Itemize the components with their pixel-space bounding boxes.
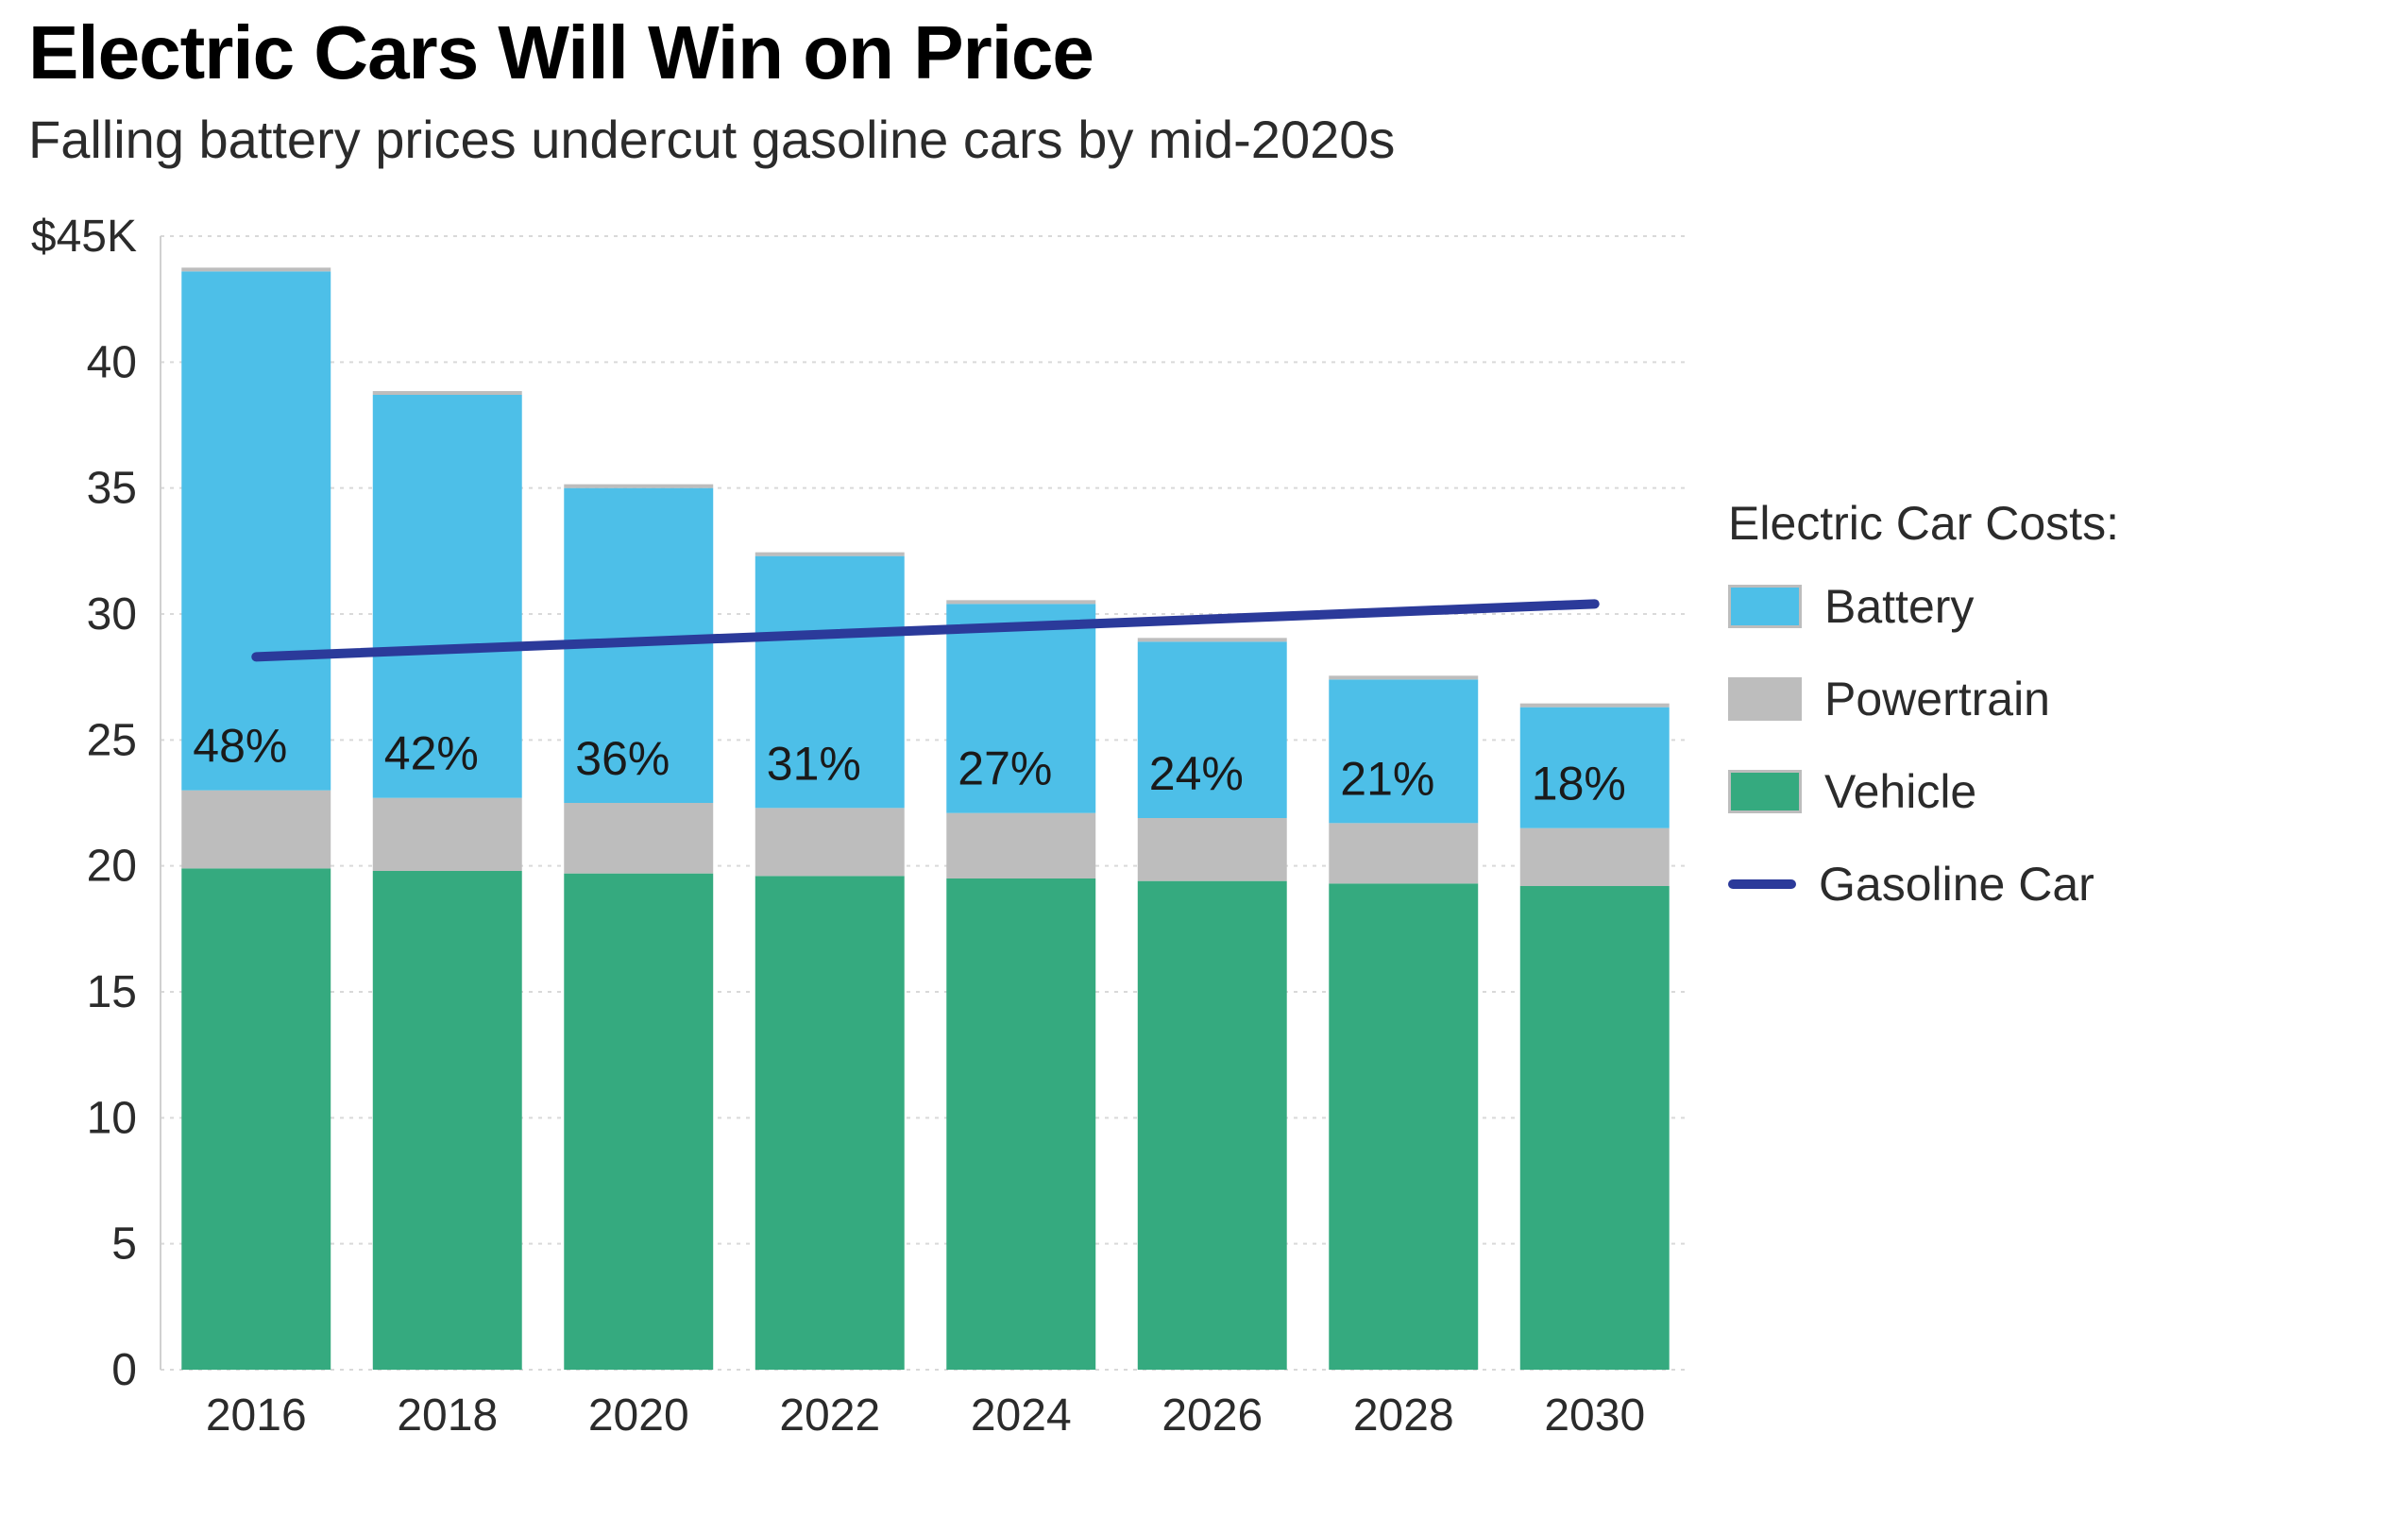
x-tick-label: 2020 (588, 1390, 689, 1441)
legend-swatch (1728, 585, 1802, 628)
y-tick-label: $45K (31, 212, 137, 262)
y-tick-label: 0 (111, 1345, 137, 1395)
y-tick-label: 10 (87, 1093, 137, 1143)
y-tick-label: 5 (111, 1219, 137, 1270)
bar-segment-powertrain (1520, 828, 1670, 886)
battery-pct-label: 31% (767, 737, 861, 790)
legend-item: Powertrain (1728, 672, 2119, 726)
legend-label: Gasoline Car (1819, 857, 2094, 912)
page: Electric Cars Will Win on Price Falling … (0, 0, 2408, 1535)
bar-segment-vehicle (1138, 881, 1287, 1370)
bar-segment-powertrain (1138, 818, 1287, 881)
battery-pct-label: 48% (193, 720, 287, 773)
bar-top-border (755, 553, 905, 556)
bar-segment-powertrain (373, 798, 522, 871)
x-tick-label: 2022 (779, 1390, 880, 1441)
bar-top-border (946, 600, 1095, 604)
legend-label: Powertrain (1824, 672, 2050, 726)
battery-pct-label: 27% (958, 742, 1052, 795)
y-tick-label: 15 (87, 967, 137, 1017)
x-tick-label: 2016 (206, 1390, 307, 1441)
battery-pct-label: 24% (1149, 747, 1244, 800)
x-tick-label: 2028 (1353, 1390, 1454, 1441)
legend-items: Battery Powertrain Vehicle Gasoline Car (1728, 579, 2119, 912)
bar-top-border (1329, 675, 1478, 679)
legend-item: Battery (1728, 579, 2119, 634)
y-tick-label: 35 (87, 464, 137, 514)
battery-pct-label: 36% (575, 732, 670, 785)
y-tick-label: 40 (87, 337, 137, 387)
bar-segment-vehicle (755, 876, 905, 1370)
legend-line-swatch (1728, 879, 1796, 889)
legend-title: Electric Car Costs: (1728, 496, 2119, 551)
bar-segment-vehicle (1520, 886, 1670, 1370)
bar-segment-battery (181, 271, 331, 790)
bar-top-border (181, 267, 331, 271)
bar-top-border (1520, 704, 1670, 708)
x-tick-label: 2030 (1544, 1390, 1645, 1441)
bar-segment-powertrain (1329, 823, 1478, 883)
bar-segment-vehicle (564, 874, 713, 1370)
bar-segment-vehicle (946, 878, 1095, 1370)
bar-segment-vehicle (181, 868, 331, 1370)
legend: Electric Car Costs: Battery Powertrain Veh… (1728, 496, 2119, 949)
legend-swatch (1728, 770, 1802, 813)
legend-label: Battery (1824, 579, 1974, 634)
bar-top-border (373, 391, 522, 395)
legend-label: Vehicle (1824, 764, 1976, 819)
bar-segment-vehicle (373, 871, 522, 1370)
bar-segment-powertrain (946, 813, 1095, 878)
battery-pct-label: 21% (1340, 752, 1434, 805)
x-tick-label: 2026 (1162, 1390, 1263, 1441)
x-tick-label: 2018 (397, 1390, 498, 1441)
battery-pct-label: 42% (384, 727, 479, 780)
y-tick-label: 25 (87, 715, 137, 765)
y-tick-label: 30 (87, 589, 137, 640)
legend-item: Vehicle (1728, 764, 2119, 819)
bar-top-border (564, 485, 713, 488)
battery-pct-label: 18% (1532, 758, 1626, 810)
bar-segment-powertrain (755, 808, 905, 876)
x-tick-label: 2024 (971, 1390, 1072, 1441)
bar-top-border (1138, 638, 1287, 641)
y-tick-label: 20 (87, 842, 137, 892)
legend-swatch (1728, 677, 1802, 721)
bar-segment-powertrain (181, 791, 331, 869)
bar-segment-powertrain (564, 803, 713, 874)
bar-segment-vehicle (1329, 883, 1478, 1370)
legend-item: Gasoline Car (1728, 857, 2119, 912)
